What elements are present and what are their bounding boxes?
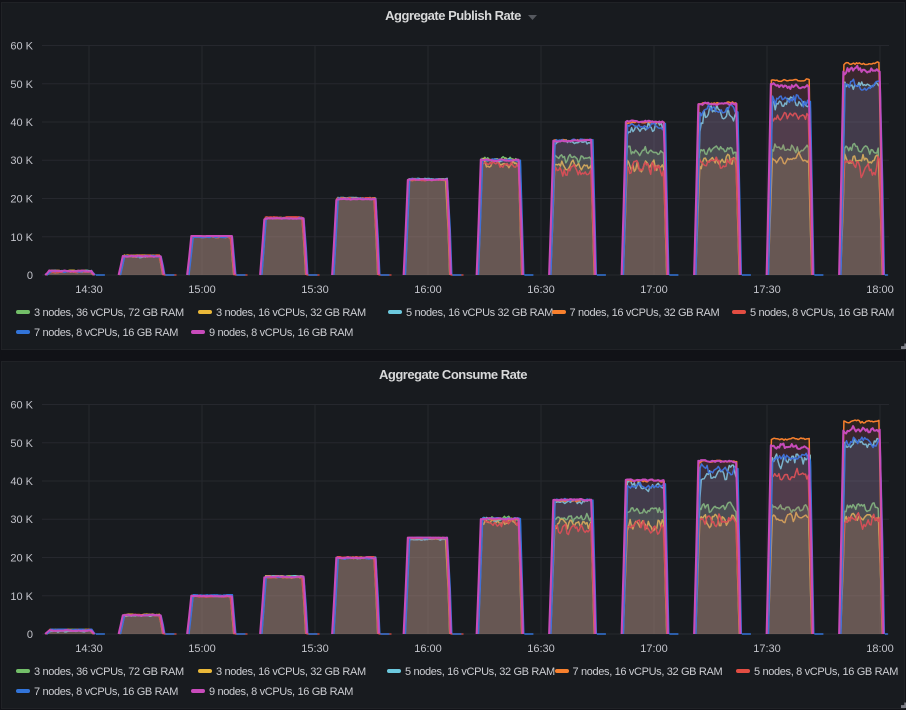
svg-text:15:30: 15:30 bbox=[301, 284, 329, 296]
svg-text:14:30: 14:30 bbox=[75, 284, 103, 296]
svg-text:0: 0 bbox=[27, 270, 33, 282]
svg-text:16:00: 16:00 bbox=[414, 643, 442, 655]
svg-text:16:30: 16:30 bbox=[527, 643, 555, 655]
svg-text:40 K: 40 K bbox=[10, 476, 33, 488]
svg-text:10 K: 10 K bbox=[10, 591, 33, 603]
svg-text:15:30: 15:30 bbox=[301, 643, 329, 655]
svg-text:10 K: 10 K bbox=[10, 232, 33, 244]
svg-text:60 K: 60 K bbox=[10, 400, 33, 412]
svg-text:17:30: 17:30 bbox=[753, 643, 781, 655]
svg-text:30 K: 30 K bbox=[10, 155, 33, 167]
svg-text:20 K: 20 K bbox=[10, 553, 33, 565]
svg-text:17:00: 17:00 bbox=[640, 284, 668, 296]
svg-text:18:00: 18:00 bbox=[866, 284, 894, 296]
svg-text:30 K: 30 K bbox=[10, 514, 33, 526]
svg-text:60 K: 60 K bbox=[10, 41, 33, 53]
svg-text:17:00: 17:00 bbox=[640, 643, 668, 655]
svg-text:50 K: 50 K bbox=[10, 438, 33, 450]
svg-text:20 K: 20 K bbox=[10, 194, 33, 206]
svg-text:16:00: 16:00 bbox=[414, 284, 442, 296]
svg-text:16:30: 16:30 bbox=[527, 284, 555, 296]
svg-text:17:30: 17:30 bbox=[753, 284, 781, 296]
svg-text:15:00: 15:00 bbox=[188, 284, 216, 296]
svg-text:40 K: 40 K bbox=[10, 117, 33, 129]
svg-text:0: 0 bbox=[27, 629, 33, 641]
svg-text:14:30: 14:30 bbox=[75, 643, 103, 655]
svg-text:18:00: 18:00 bbox=[866, 643, 894, 655]
svg-text:15:00: 15:00 bbox=[188, 643, 216, 655]
svg-text:50 K: 50 K bbox=[10, 79, 33, 91]
